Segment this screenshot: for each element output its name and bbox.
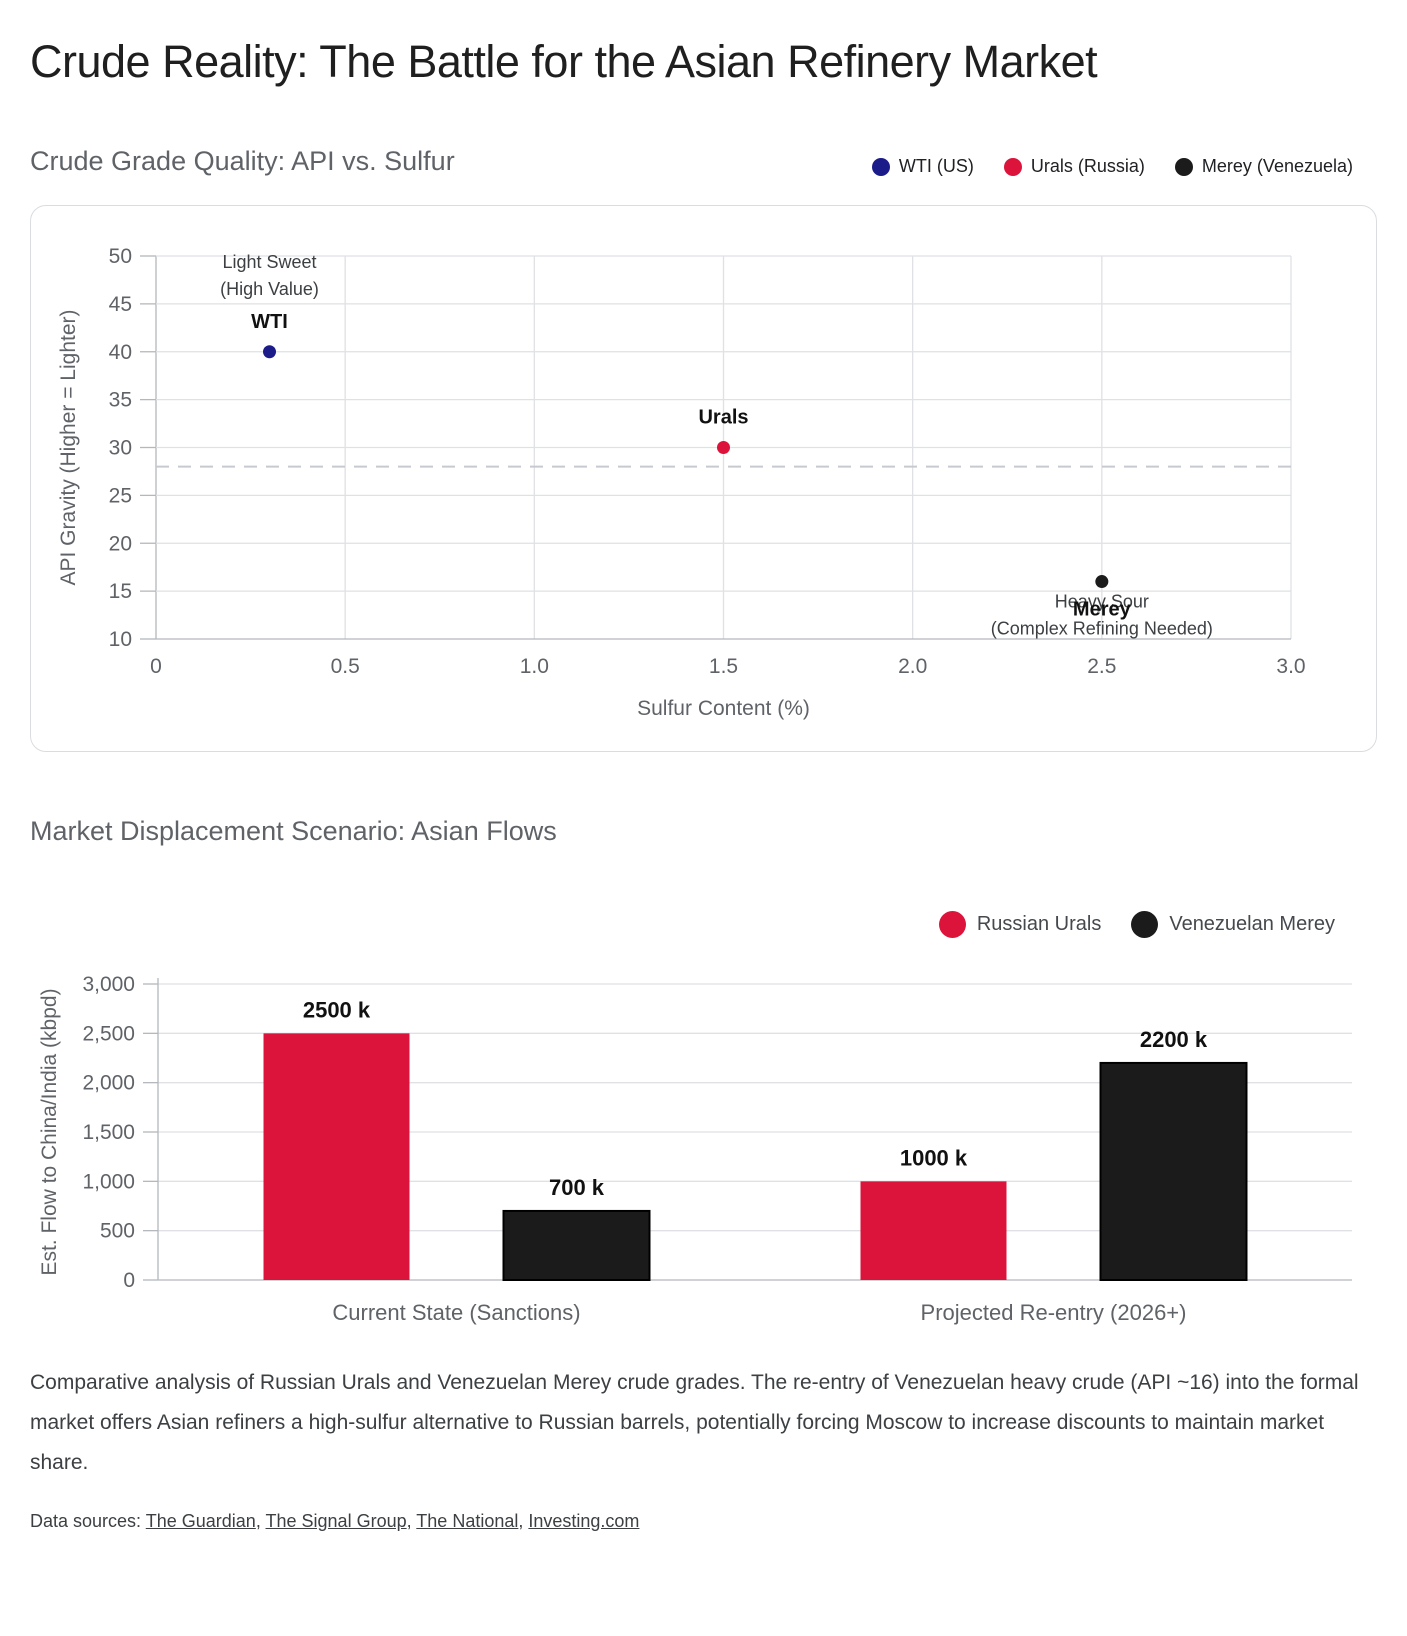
bar-russian-urals-0[interactable] [263, 1033, 410, 1280]
scatter-legend: WTI (US) Urals (Russia) Merey (Venezuela… [871, 156, 1377, 177]
y-tick-label: 10 [109, 628, 132, 651]
point-label-merey: Merey [1073, 599, 1132, 621]
data-sources-label: Data sources: [30, 1511, 142, 1531]
legend-item-urals-russia[interactable]: Urals (Russia) [1003, 156, 1145, 177]
wti-us-legend-dot [871, 157, 890, 176]
y-tick-label: 20 [109, 532, 132, 555]
y-tick-label: 45 [109, 293, 132, 316]
y-tick-label: 3,000 [82, 973, 135, 996]
data-sources-line: Data sources: The Guardian, The Signal G… [30, 1511, 1377, 1532]
annotation-text: (High Value) [220, 279, 319, 299]
y-tick-label: 15 [109, 580, 132, 603]
page-title: Crude Reality: The Battle for the Asian … [30, 36, 1098, 87]
y-tick-label: 500 [100, 1220, 135, 1243]
legend-item-russian-urals[interactable]: Russian Urals [938, 911, 1102, 938]
y-axis-title: API Gravity (Higher = Lighter) [57, 309, 80, 585]
scatter-point-merey[interactable] [1095, 575, 1109, 589]
source-link-investing-com[interactable]: Investing.com [528, 1511, 640, 1531]
legend-item-venezuelan-merey[interactable]: Venezuelan Merey [1131, 911, 1335, 938]
x-tick-label: 1.0 [520, 655, 549, 678]
annotation-text: Heavy Sour [1055, 592, 1149, 612]
y-tick-label: 1,000 [82, 1170, 135, 1193]
x-tick-label: 0.5 [331, 655, 360, 678]
scatter-chart-title: Crude Grade Quality: API vs. Sulfur [30, 146, 455, 176]
scatter-section-header: Crude Grade Quality: API vs. Sulfur WTI … [30, 146, 1377, 177]
x-tick-label: 3.0 [1276, 655, 1305, 678]
y-tick-label: 2,000 [82, 1072, 135, 1095]
x-tick-label: 2.5 [1087, 655, 1116, 678]
bar-venezuelan-merey-1[interactable] [1099, 1061, 1248, 1281]
wti-us-legend-label: WTI (US) [898, 156, 974, 176]
bar-chart-title: Market Displacement Scenario: Asian Flow… [30, 816, 557, 846]
category-label-0: Current State (Sanctions) [332, 1300, 580, 1325]
scatter-chart: 0 0.5 1.0 1.5 2.0 2.5 3.0 10 15 20 25 30 35 40 45 50 Lig… [57, 245, 1306, 720]
y-tick-label: 0 [123, 1269, 135, 1292]
page: Crude Reality: The Battle for the Asian … [0, 36, 1407, 1532]
bar-value-label: 2500 k [303, 997, 371, 1022]
bar-value-label: 2200 k [1140, 1027, 1208, 1052]
bar-russian-urals-1[interactable] [860, 1181, 1007, 1280]
bar-legend: Russian Urals Venezuelan Merey [30, 911, 1377, 938]
category-label-1: Projected Re-entry (2026+) [921, 1300, 1187, 1325]
bar-venezuelan-merey-0[interactable] [502, 1209, 651, 1281]
source-link-the-signal-group[interactable]: The Signal Group [265, 1511, 407, 1531]
annotation-text: (Complex Refining Needed) [991, 619, 1213, 639]
point-label-urals: Urals [698, 407, 748, 429]
y-tick-label: 40 [109, 341, 132, 364]
scatter-point-urals[interactable] [717, 441, 730, 454]
y-tick-label: 2,500 [82, 1022, 135, 1045]
x-tick-label: 1.5 [709, 655, 738, 678]
x-axis-title: Sulfur Content (%) [637, 697, 810, 720]
analysis-paragraph: Comparative analysis of Russian Urals an… [30, 1371, 1359, 1474]
source-link-the-national[interactable]: The National [416, 1511, 519, 1531]
bar-value-label: 1000 k [900, 1145, 968, 1170]
legend-item-wti-us[interactable]: WTI (US) [871, 156, 974, 177]
source-link-the-guardian[interactable]: The Guardian [145, 1511, 256, 1531]
scatter-point-wti[interactable] [263, 345, 276, 359]
russian-urals-legend-dot [938, 911, 966, 938]
y-tick-label: 50 [109, 245, 132, 268]
y-tick-label: 25 [109, 484, 132, 507]
data-sources-links: The Guardian, The Signal Group, The Nati… [145, 1511, 640, 1531]
venezuelan-merey-legend-dot [1131, 911, 1159, 938]
x-tick-label: 0 [150, 655, 162, 678]
bar-value-label: 700 k [549, 1175, 605, 1200]
legend-item-merey-venezuela[interactable]: Merey (Venezuela) [1174, 156, 1353, 177]
merey-venezuela-legend-label: Merey (Venezuela) [1201, 156, 1353, 176]
point-label-wti: WTI [251, 311, 288, 333]
bar-chart-area: 0 500 1,000 1,500 2,000 2,500 3,000 2500 k 700 k… [30, 954, 1377, 1337]
y-tick-label: 30 [109, 437, 132, 460]
x-tick-label: 2.0 [898, 655, 927, 678]
bar-chart: 0 500 1,000 1,500 2,000 2,500 3,000 2500 k 700 k… [38, 973, 1352, 1325]
urals-russia-legend-dot [1003, 157, 1022, 176]
venezuelan-merey-legend-label: Venezuelan Merey [1169, 913, 1335, 935]
urals-russia-legend-label: Urals (Russia) [1030, 156, 1145, 176]
merey-venezuela-legend-dot [1174, 157, 1193, 176]
annotation-text: Light Sweet [222, 252, 316, 272]
y-axis-title: Est. Flow to China/India (kbpd) [38, 988, 61, 1275]
y-tick-label: 35 [109, 389, 132, 412]
russian-urals-legend-label: Russian Urals [976, 913, 1102, 935]
scatter-chart-card: 0 0.5 1.0 1.5 2.0 2.5 3.0 10 15 20 25 30 35 40 45 50 Lig… [30, 205, 1377, 752]
y-tick-label: 1,500 [82, 1121, 135, 1144]
